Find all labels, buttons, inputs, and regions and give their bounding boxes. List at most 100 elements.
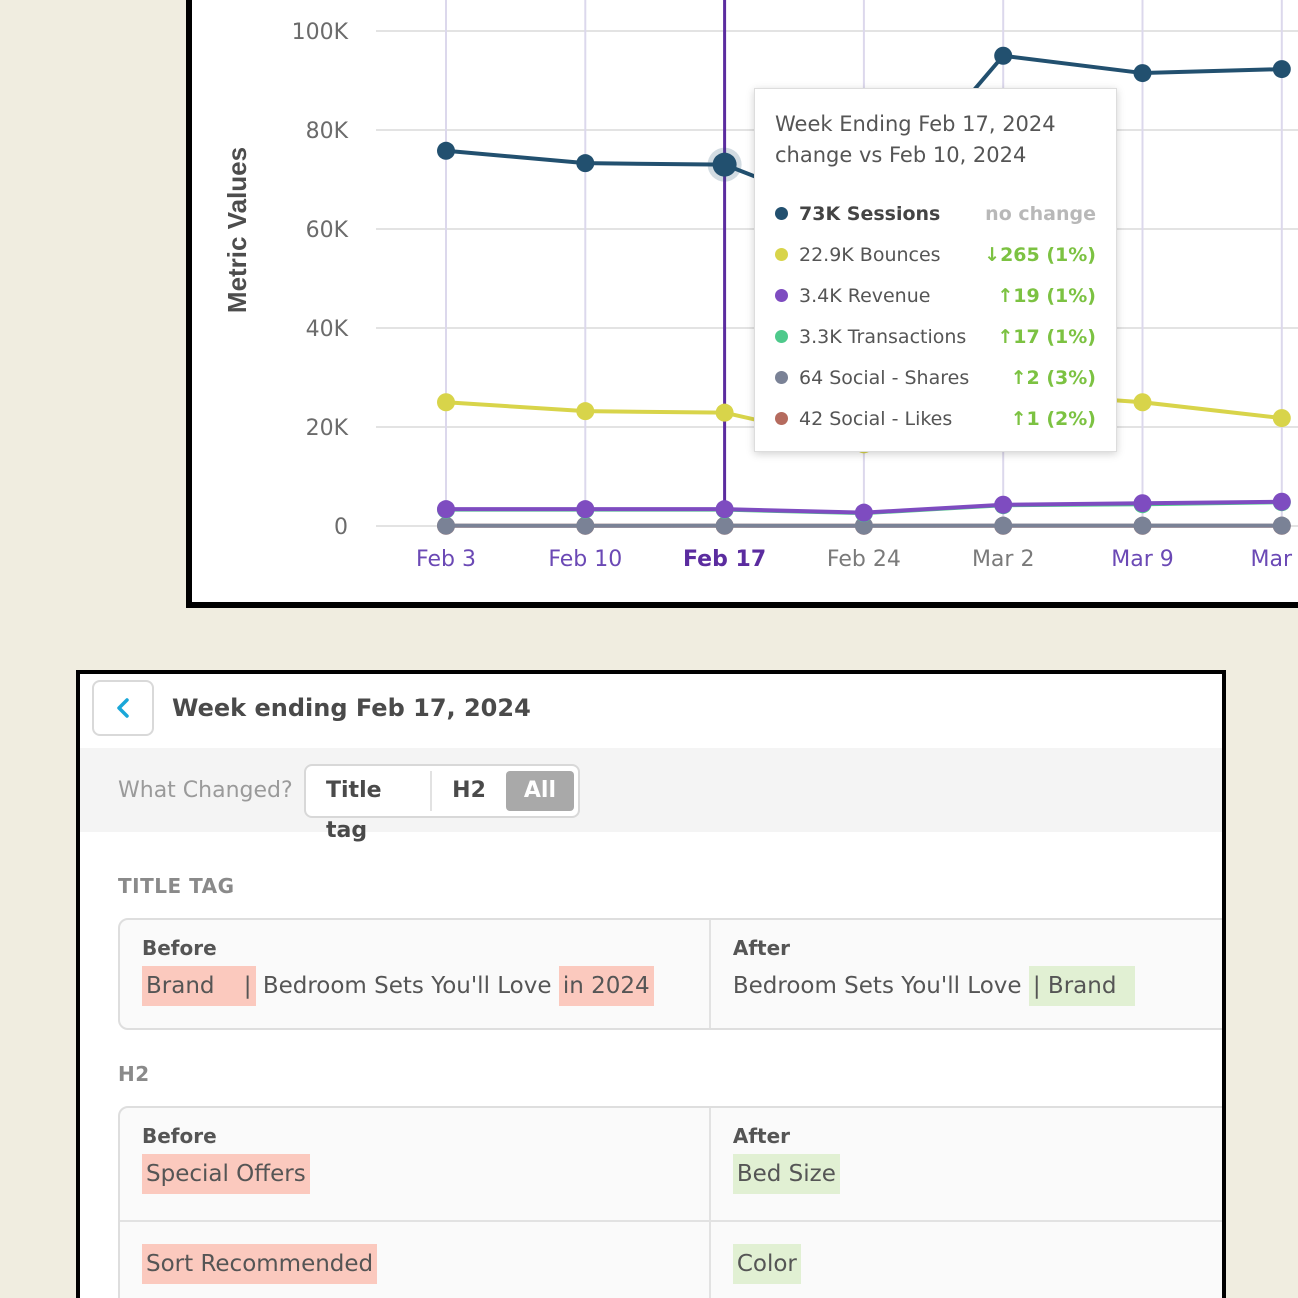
y-tick-label: 0 <box>334 515 348 540</box>
filter-label: What Changed? <box>118 778 293 803</box>
y-tick-label: 20K <box>306 416 349 441</box>
data-point[interactable] <box>1272 60 1291 79</box>
data-point[interactable] <box>715 516 734 535</box>
data-point[interactable] <box>854 516 873 535</box>
added-segment: | Brand <box>1028 966 1136 1006</box>
data-point[interactable] <box>994 495 1013 514</box>
h2-diff-table: Before Special Offers After Bed Size Sor… <box>118 1106 1222 1298</box>
panel-header: Week ending Feb 17, 2024 <box>80 674 1222 748</box>
tooltip-metric-label: 64 Social - Shares <box>799 366 970 389</box>
after-heading: After <box>732 936 791 960</box>
data-point[interactable] <box>1133 393 1152 412</box>
x-tick-label[interactable]: Feb 24 <box>827 547 901 572</box>
data-point[interactable] <box>712 152 737 177</box>
tooltip-row: 3.4K Revenue ↑19 (1%) <box>775 275 1096 316</box>
legend-dot-icon <box>775 207 788 220</box>
tooltip-change-value: ↑2 (3%) <box>1010 366 1096 389</box>
filter-bar: What Changed? Title tag H2 All <box>80 748 1222 843</box>
tooltip-metric-label: 73K Sessions <box>799 202 941 225</box>
before-cell: Before Brand | Bedroom Sets You'll Love … <box>120 920 709 1028</box>
tooltip-metric-label: 3.3K Transactions <box>799 325 967 348</box>
chart-tooltip: Week Ending Feb 17, 2024 change vs Feb 1… <box>754 88 1117 452</box>
added-segment: Color <box>732 1244 801 1284</box>
data-point[interactable] <box>437 516 455 535</box>
before-heading: Before <box>142 936 217 960</box>
data-point[interactable] <box>576 500 595 519</box>
data-point[interactable] <box>715 403 734 422</box>
data-point[interactable] <box>1272 516 1291 535</box>
data-point[interactable] <box>576 402 595 421</box>
x-tick-label[interactable]: Mar 9 <box>1111 547 1174 572</box>
x-tick-label[interactable]: Mar 2 <box>972 547 1035 572</box>
back-button[interactable] <box>92 680 154 736</box>
data-point[interactable] <box>576 154 595 173</box>
removed-segment: Sort Recommended <box>142 1244 378 1284</box>
tooltip-change-value: ↑17 (1%) <box>997 325 1096 348</box>
section-label-title-tag: TITLE TAG <box>118 874 235 898</box>
tooltip-row: 22.9K Bounces ↓265 (1%) <box>775 234 1096 275</box>
tooltip-row: 73K Sessions no change <box>775 193 1096 234</box>
data-point[interactable] <box>854 503 873 522</box>
page-title: Week ending Feb 17, 2024 <box>172 694 531 722</box>
section-label-h2: H2 <box>118 1062 150 1086</box>
tooltip-metric-label: 22.9K Bounces <box>799 243 941 266</box>
legend-dot-icon <box>775 248 788 261</box>
data-point[interactable] <box>994 46 1013 65</box>
title-tag-diff-table: Before Brand | Bedroom Sets You'll Love … <box>118 918 1222 1030</box>
data-point[interactable] <box>1133 494 1152 513</box>
data-point[interactable] <box>437 141 455 160</box>
data-point[interactable] <box>1272 409 1291 428</box>
tooltip-row: 3.3K Transactions ↑17 (1%) <box>775 316 1096 357</box>
after-heading: After <box>732 1124 791 1148</box>
after-text: Bedroom Sets You'll Love | Brand <box>732 966 1222 1006</box>
legend-dot-icon <box>775 330 788 343</box>
removed-segment: in 2024 <box>558 966 654 1006</box>
legend-dot-icon <box>775 412 788 425</box>
removed-segment: Special Offers <box>142 1154 310 1194</box>
table-row: Before Special Offers After Bed Size <box>120 1108 1222 1220</box>
tooltip-change-value: ↓265 (1%) <box>984 243 1096 266</box>
tooltip-metric-label: 42 Social - Likes <box>799 407 953 430</box>
tooltip-change-value: ↑1 (2%) <box>1010 407 1096 430</box>
tooltip-metric-label: 3.4K Revenue <box>799 284 931 307</box>
data-point[interactable] <box>437 393 455 412</box>
table-row: Sort Recommended Color <box>120 1220 1222 1298</box>
x-tick-label[interactable]: Feb 17 <box>683 547 766 572</box>
y-tick-label: 60K <box>306 218 349 243</box>
data-point[interactable] <box>715 500 734 519</box>
filter-title-tag[interactable]: Title tag <box>306 771 433 843</box>
changes-panel: Week ending Feb 17, 2024 What Changed? T… <box>76 670 1226 1298</box>
tooltip-change-value: ↑19 (1%) <box>997 284 1096 307</box>
tooltip-change-value: no change <box>985 202 1096 225</box>
tooltip-row: 64 Social - Shares ↑2 (3%) <box>775 357 1096 398</box>
data-point[interactable] <box>437 500 455 519</box>
change-type-segmented-control: Title tag H2 All <box>304 764 580 843</box>
data-point[interactable] <box>1133 516 1152 535</box>
before-cell: Before Special Offers <box>120 1108 709 1220</box>
x-tick-label[interactable]: Feb 10 <box>548 547 622 572</box>
data-point[interactable] <box>1272 492 1291 511</box>
filter-all[interactable]: All <box>505 771 574 811</box>
y-tick-label: 40K <box>306 317 349 342</box>
x-tick-label[interactable]: Feb 3 <box>416 547 476 572</box>
data-point[interactable] <box>576 516 595 535</box>
unchanged-segment: Bedroom Sets You'll Love <box>262 973 552 999</box>
data-point[interactable] <box>1133 64 1152 83</box>
before-cell: Sort Recommended <box>120 1222 709 1298</box>
before-text: Brand | Bedroom Sets You'll Love in 2024 <box>142 966 687 1006</box>
y-tick-label: 80K <box>306 119 349 144</box>
after-cell: Color <box>708 1222 1222 1298</box>
table-row: Before Brand | Bedroom Sets You'll Love … <box>120 920 1222 1028</box>
unchanged-segment: Bedroom Sets You'll Love <box>732 973 1022 999</box>
legend-dot-icon <box>775 371 788 384</box>
data-point[interactable] <box>994 516 1013 535</box>
y-axis-title: Metric Values <box>222 147 252 313</box>
added-segment: Bed Size <box>732 1154 840 1194</box>
after-cell: After Bed Size <box>708 1108 1222 1220</box>
metrics-line-chart: 0 20K 40K 60K 80K 100K Feb 3 Feb 10 Feb 17 Feb 24… <box>222 0 1298 572</box>
x-tick-label[interactable]: Mar 1 <box>1251 547 1298 572</box>
filter-h2[interactable]: H2 <box>452 778 486 803</box>
legend-dot-icon <box>775 289 788 302</box>
tooltip-title: Week Ending Feb 17, 2024 <box>775 112 1056 136</box>
y-tick-label: 100K <box>292 20 349 45</box>
